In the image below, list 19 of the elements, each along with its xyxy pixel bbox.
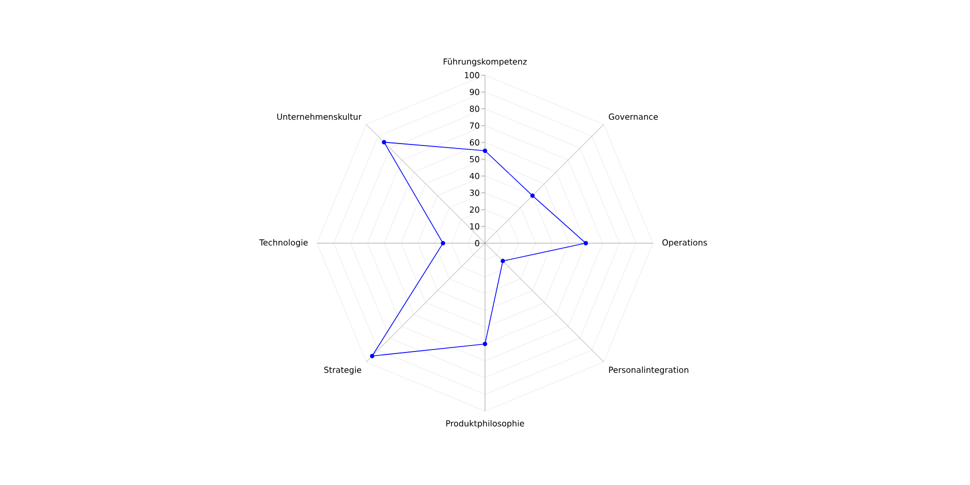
spoke-label: Operations <box>662 239 707 248</box>
y-tick-label: 80 <box>470 106 480 112</box>
y-tick-label: 60 <box>470 139 480 146</box>
y-tick-label: 0 <box>475 240 480 246</box>
spoke-label: Strategie <box>324 366 362 375</box>
y-tick-label: 90 <box>470 88 480 96</box>
y-tick-label: 30 <box>470 190 480 196</box>
spoke-label: Technologie <box>259 239 308 248</box>
y-tick-label: 100 <box>464 72 480 78</box>
spoke-label: Führungskompetenz <box>444 58 527 66</box>
spoke-label: Produktphilosophie <box>446 420 524 428</box>
y-tick-label: 20 <box>470 206 480 213</box>
spoke-label: Unternehmenskultur <box>277 113 362 120</box>
y-tick-label: 70 <box>470 122 480 129</box>
spoke-label: Governance <box>608 114 658 120</box>
y-tick-label: 50 <box>470 156 480 162</box>
y-tick-label: 40 <box>470 172 480 180</box>
y-tick-label: 10 <box>470 223 480 230</box>
spoke-label: Personalintegration <box>609 366 688 375</box>
